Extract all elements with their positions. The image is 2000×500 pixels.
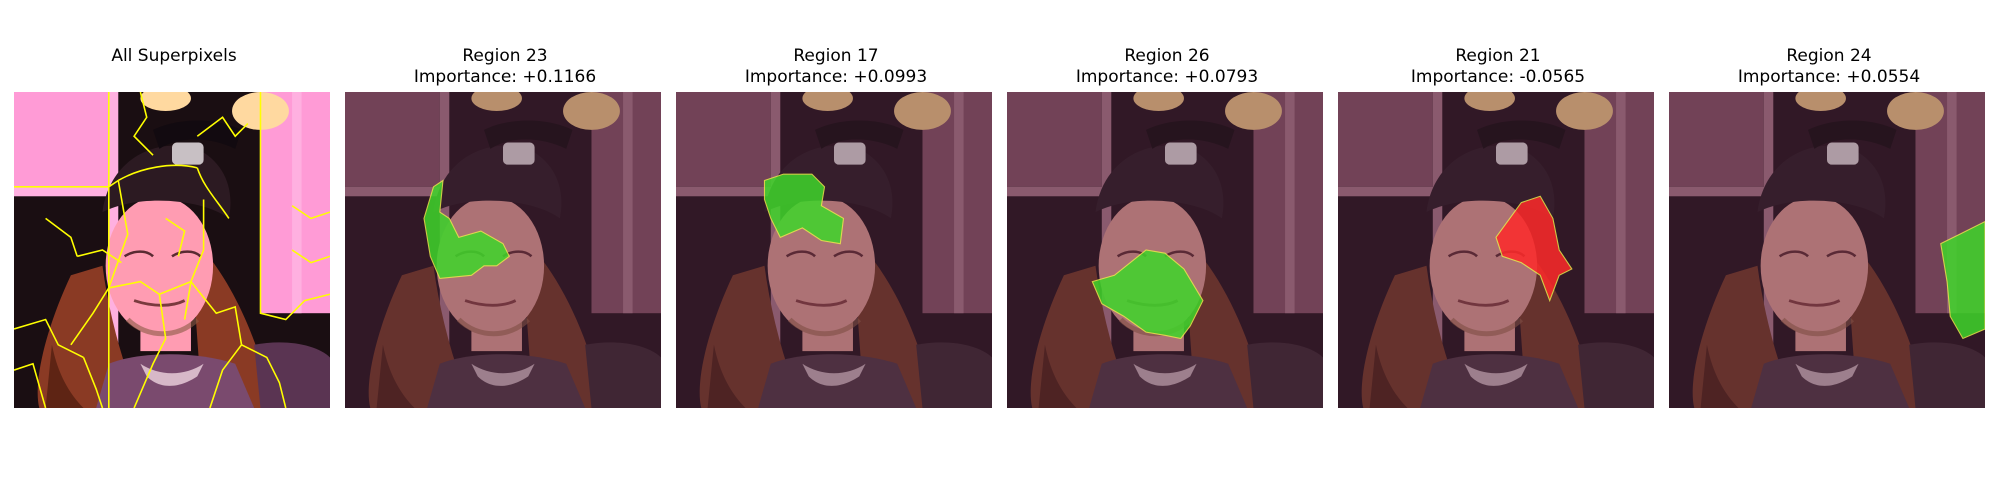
panel-title: Region 21 Importance: -0.0565 — [1338, 46, 1658, 88]
panel-title: All Superpixels — [14, 46, 334, 67]
panel-title: Region 24 Importance: +0.0554 — [1669, 46, 1989, 88]
panel-title-line1: All Superpixels — [111, 46, 237, 66]
panel-title: Region 23 Importance: +0.1166 — [345, 46, 665, 88]
region-image — [1669, 92, 1985, 408]
region-image — [345, 92, 661, 408]
highlighted-region — [1495, 195, 1573, 303]
panel-title-line2: Importance: -0.0565 — [1410, 67, 1586, 87]
highlighted-region — [763, 173, 845, 245]
panel-title-line1: Region 23 — [462, 46, 548, 66]
superpixel-boundaries — [14, 92, 330, 408]
panel-title-line2: Importance: +0.0793 — [1075, 67, 1259, 87]
highlighted-region — [1940, 220, 1985, 340]
panel-title-line2: Importance: +0.0554 — [1737, 67, 1921, 87]
photo-scene — [1338, 92, 1654, 408]
panel-region-24: Region 24 Importance: +0.0554 — [1669, 0, 1989, 420]
region-image — [676, 92, 992, 408]
photo-scene — [676, 92, 992, 408]
panel-title: Region 26 Importance: +0.0793 — [1007, 46, 1327, 88]
highlighted-region — [1091, 249, 1204, 340]
panel-all-superpixels: All Superpixels — [14, 0, 334, 420]
panel-title-line1: Region 21 — [1455, 46, 1541, 66]
panel-title-line1: Region 17 — [793, 46, 879, 66]
panel-region-21: Region 21 Importance: -0.0565 — [1338, 0, 1658, 420]
panel-region-26: Region 26 Importance: +0.0793 — [1007, 0, 1327, 420]
panel-title-line2: Importance: +0.1166 — [413, 67, 597, 87]
panel-title: Region 17 Importance: +0.0993 — [676, 46, 996, 88]
highlighted-region — [423, 179, 511, 280]
panel-region-17: Region 17 Importance: +0.0993 — [676, 0, 996, 420]
panel-title-line1: Region 26 — [1124, 46, 1210, 66]
panel-title-line1: Region 24 — [1786, 46, 1872, 66]
photo-scene — [14, 92, 330, 408]
panel-region-23: Region 23 Importance: +0.1166 — [345, 0, 665, 420]
superpixel-image — [14, 92, 330, 408]
panel-title-line2: Importance: +0.0993 — [744, 67, 928, 87]
region-image — [1338, 92, 1654, 408]
photo-scene — [1669, 92, 1985, 408]
region-image — [1007, 92, 1323, 408]
